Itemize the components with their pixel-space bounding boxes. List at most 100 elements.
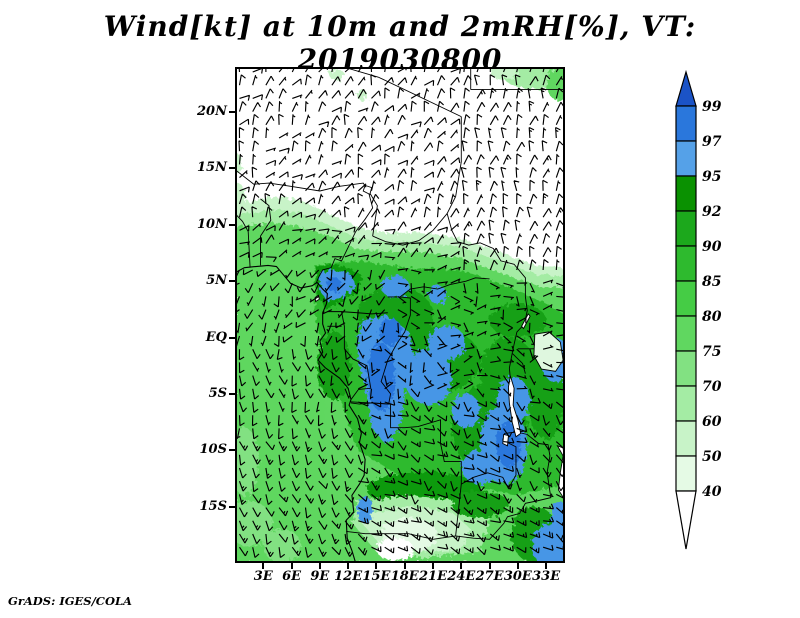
colorbar-arrow-top: [675, 69, 697, 107]
border-line: [235, 169, 369, 192]
colorbar-band: [675, 385, 697, 422]
y-axis-tick: [229, 392, 235, 395]
x-axis-label-27E: 27E: [475, 569, 504, 584]
border-line: [346, 484, 462, 540]
border-line: [457, 241, 528, 354]
colorbar-label-60: 60: [702, 414, 722, 430]
plot-title: Wind[kt] at 10m and 2mRH[%], VT: 2019030…: [103, 10, 697, 76]
y-axis-tick: [229, 167, 235, 170]
rh-region: [428, 285, 448, 304]
y-axis-label-15S: 15S: [199, 498, 227, 514]
y-axis-label-5N: 5N: [206, 273, 227, 289]
colorbar-label-70: 70: [702, 379, 722, 395]
x-axis-label-6E: 6E: [282, 569, 302, 584]
colorbar-band: [675, 105, 697, 142]
x-axis-label-30E: 30E: [503, 569, 532, 584]
y-axis-tick: [229, 280, 235, 283]
y-axis-tick: [229, 336, 235, 339]
x-axis-label-18E: 18E: [390, 569, 419, 584]
rh-region: [263, 529, 301, 563]
rh-region: [546, 67, 565, 101]
colorbar-band: [675, 245, 697, 282]
y-axis-tick: [229, 111, 235, 114]
y-axis-label-5S: 5S: [208, 385, 227, 401]
rh-region: [404, 348, 452, 406]
border-line: [387, 277, 490, 298]
colorbar-band: [675, 455, 697, 492]
colorbar: 99 97 95 92 90 85 80 75 70 60 50 40: [674, 68, 734, 568]
rh-region: [489, 67, 518, 80]
x-axis-tick: [262, 563, 265, 569]
colorbar-band: [675, 420, 697, 457]
x-axis-tick: [347, 563, 350, 569]
x-axis-tick: [403, 563, 406, 569]
rh-region: [550, 501, 565, 535]
y-axis-label-10N: 10N: [197, 216, 227, 232]
map-canvas: [235, 67, 565, 563]
map-layers: [235, 67, 565, 563]
colorbar-band: [675, 140, 697, 177]
border-line: [367, 189, 378, 237]
geography-outlines: [235, 67, 565, 563]
x-axis-label-24E: 24E: [447, 569, 476, 584]
rh-region: [379, 318, 402, 346]
x-axis-tick: [375, 563, 378, 569]
rh-region: [376, 538, 415, 561]
y-axis-label-10S: 10S: [199, 442, 227, 458]
colorbar-label-50: 50: [702, 449, 722, 465]
y-axis-label-EQ: EQ: [205, 329, 227, 345]
colorbar-label-85: 85: [702, 274, 721, 290]
x-axis-label-9E: 9E: [310, 569, 330, 584]
x-axis-tick: [516, 563, 519, 569]
colorbar-band: [675, 280, 697, 317]
grads-caption: GrADS: IGES/COLA: [8, 594, 132, 608]
colorbar-label-90: 90: [702, 239, 722, 255]
y-axis-label-15N: 15N: [197, 160, 227, 176]
border-line: [446, 116, 462, 242]
rh-region: [381, 275, 410, 299]
y-axis-label-20N: 20N: [197, 104, 227, 120]
border-line: [372, 213, 448, 246]
lake-outline: [507, 375, 522, 438]
rh-region: [428, 326, 466, 361]
x-axis-tick: [432, 563, 434, 569]
border-line: [455, 430, 552, 540]
y-axis-tick: [229, 505, 235, 508]
colorbar-arrow-bottom: [675, 490, 697, 550]
y-axis-tick: [229, 223, 235, 226]
x-axis-tick: [290, 563, 293, 569]
x-axis-label-3E: 3E: [253, 569, 273, 584]
x-axis-tick: [460, 563, 463, 569]
x-axis-tick: [545, 563, 548, 569]
colorbar-label-95: 95: [702, 169, 721, 185]
colorbar-band: [675, 350, 697, 387]
map-frame: [235, 67, 565, 563]
wind-barbs-layer: [235, 67, 565, 559]
rh-region: [489, 303, 547, 338]
border-line: [235, 213, 251, 268]
x-axis-label-21E: 21E: [419, 569, 447, 584]
rh-region: [317, 331, 351, 400]
lake-outline: [502, 433, 509, 447]
colorbar-label-97: 97: [702, 134, 722, 150]
coastline: [235, 264, 366, 563]
rh-region: [329, 69, 345, 81]
colorbar-label-92: 92: [702, 204, 722, 220]
colorbar-label-80: 80: [702, 309, 722, 325]
border-line: [341, 311, 372, 400]
x-axis-label-33E: 33E: [532, 569, 561, 584]
x-axis-tick: [318, 563, 321, 569]
rh-region: [496, 422, 521, 468]
colorbar-band: [675, 210, 697, 247]
colorbar-canvas: 99 97 95 92 90 85 80 75 70 60 50 40: [675, 69, 722, 550]
colorbar-band: [675, 315, 697, 352]
colorbar-label-75: 75: [702, 344, 721, 360]
border-line: [315, 189, 374, 284]
x-axis-label-12E: 12E: [334, 569, 363, 584]
rh-region: [451, 393, 481, 428]
border-line: [343, 67, 462, 118]
map-panel: [235, 67, 565, 563]
colorbar-label-40: 40: [702, 484, 722, 500]
x-axis-label-15E: 15E: [362, 569, 391, 584]
